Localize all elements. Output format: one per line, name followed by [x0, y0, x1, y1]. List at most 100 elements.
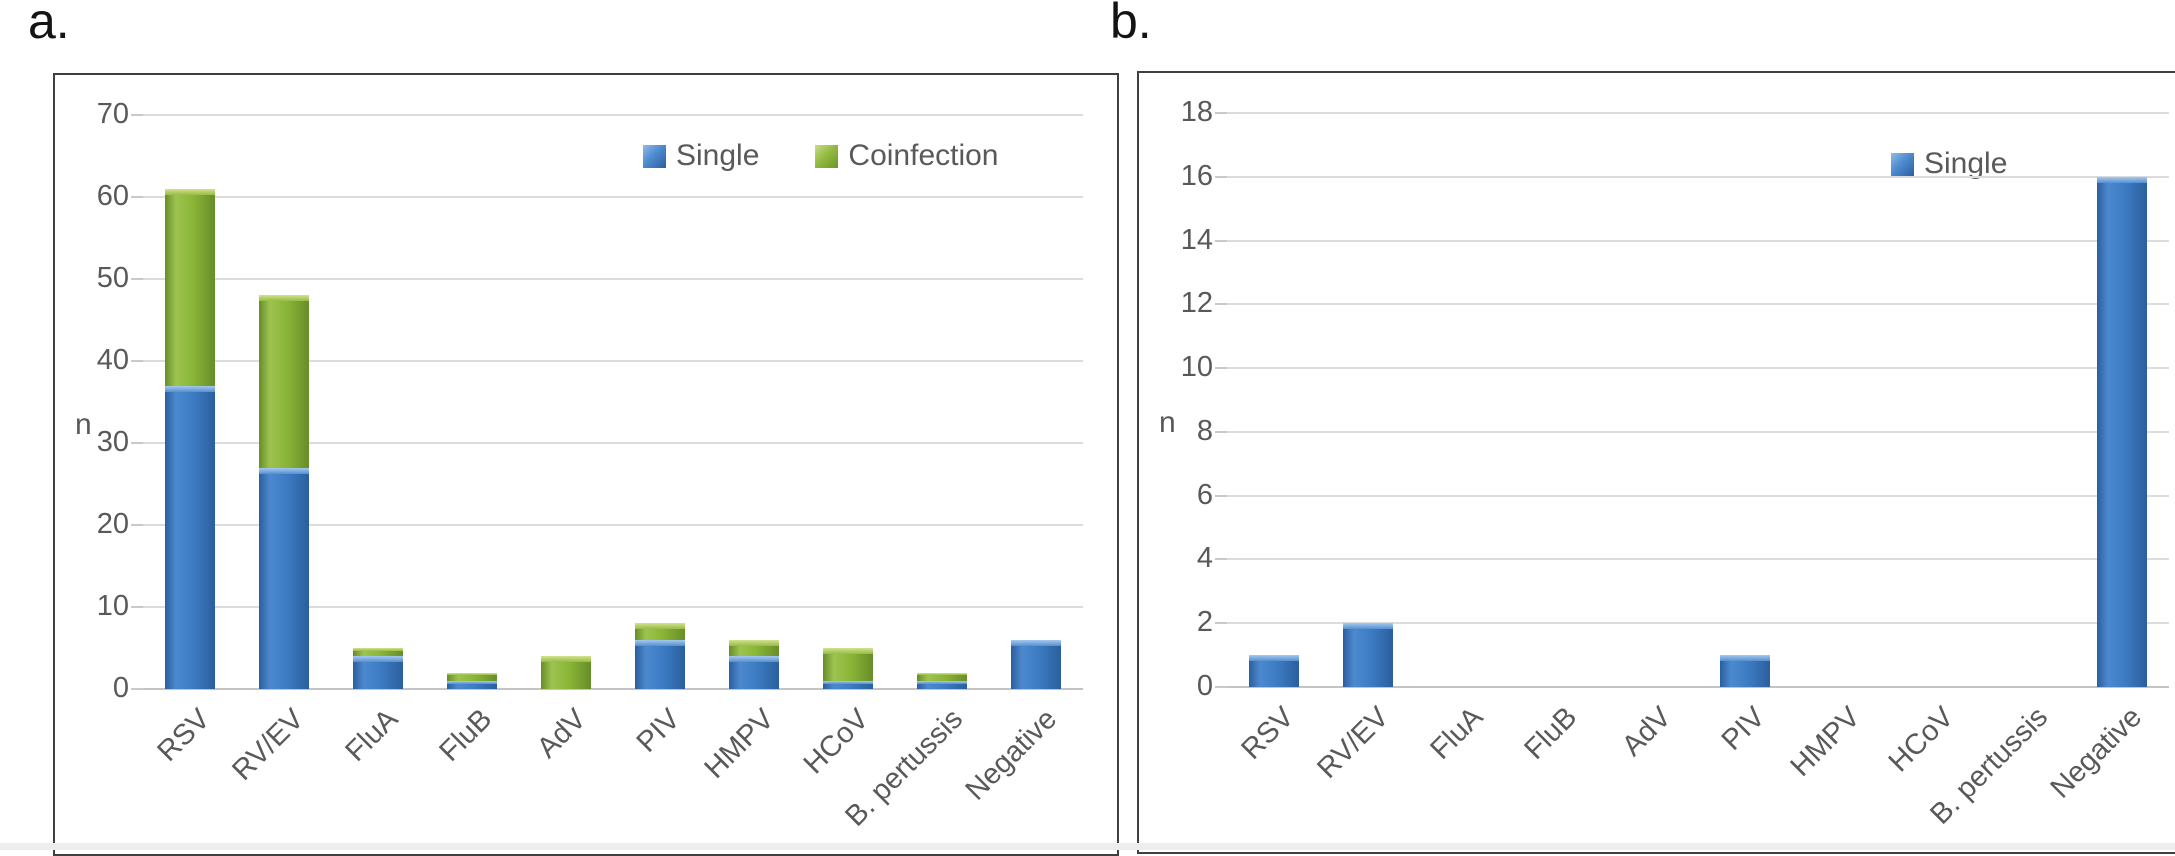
x-tick-label-text: FluA: [1424, 701, 1490, 766]
x-tick-label-text: HMPV: [1784, 701, 1866, 783]
gridline: [1227, 303, 2169, 306]
bar-bevel-highlight: [1720, 655, 1771, 662]
x-tick-label-text: HMPV: [698, 703, 781, 785]
y-tick-label: 18: [1180, 96, 1213, 128]
y-axis-title: n: [1159, 406, 1176, 439]
y-axis-tick: [131, 278, 143, 280]
bar-bevel-highlight: [917, 672, 967, 676]
legend-item-single: Single: [643, 139, 759, 173]
gridline: [1227, 494, 2169, 497]
bar-segment-single: [2096, 176, 2147, 687]
y-tick-label: 0: [1196, 670, 1213, 702]
x-tick-label-text: RV/EV: [1311, 701, 1395, 785]
bar-bevel-highlight: [447, 680, 497, 684]
bar-segment-single: [1249, 655, 1300, 687]
y-tick-label: 4: [1196, 542, 1213, 575]
bar-bevel-highlight: [635, 639, 685, 646]
bar-segment-coinfection: [353, 648, 403, 657]
bar-bevel-highlight: [729, 656, 779, 663]
y-tick-label: 2: [1196, 606, 1213, 639]
x-tick-label-text: Negative: [2044, 701, 2149, 805]
bar-bevel-highlight: [165, 188, 215, 195]
y-tick-label: 12: [1180, 287, 1213, 320]
y-axis-tick: [1215, 367, 1227, 370]
bar-bevel-highlight: [541, 656, 591, 663]
y-axis-tick: [1215, 239, 1227, 242]
bar-segment-coinfection: [259, 295, 309, 468]
gridline: [1227, 430, 2169, 433]
legend-item-single: Single: [1891, 147, 2007, 181]
x-tick-label-text: RSV: [1235, 701, 1301, 766]
y-axis-tick: [1215, 622, 1227, 625]
panel-a-label: a.: [28, 0, 70, 49]
bar-segment-single: [1720, 655, 1771, 687]
bar-bevel-highlight: [353, 648, 403, 651]
bar-segment-single: [259, 467, 309, 689]
legend: Single: [1891, 147, 2007, 181]
bar-segment-coinfection: [729, 639, 779, 657]
y-axis-tick: [131, 360, 143, 362]
x-tick-label-text: AdV: [1616, 701, 1678, 763]
bar-segment-single: [917, 680, 967, 689]
y-tick-label: 20: [96, 508, 129, 540]
y-tick-label: 10: [96, 590, 129, 622]
bar-bevel-highlight: [259, 467, 309, 474]
bar-bevel-highlight: [1249, 655, 1300, 662]
x-tick-label-text: Negative: [959, 703, 1063, 807]
legend: Single Coinfection: [643, 139, 999, 173]
x-tick-label-text: RSV: [151, 703, 217, 768]
gridline: [143, 524, 1083, 526]
gridline: [1227, 239, 2169, 242]
y-axis-tick: [1215, 175, 1227, 178]
bar-bevel-highlight: [1343, 623, 1394, 630]
y-tick-label: 6: [1196, 478, 1213, 511]
y-tick-label: 16: [1180, 159, 1213, 192]
bar-segment-single: [1011, 639, 1061, 689]
bar-segment-single: [823, 680, 873, 689]
x-tick-label-text: RV/EV: [226, 703, 311, 787]
y-tick-label: 8: [1196, 414, 1213, 447]
bar-segment-coinfection: [917, 672, 967, 681]
x-tick-label-text: PIV: [630, 703, 687, 759]
y-axis-tick: [131, 114, 143, 116]
gridline: [143, 196, 1083, 198]
y-tick-label: 14: [1180, 223, 1213, 256]
y-axis-tick: [131, 196, 143, 198]
y-axis-tick: [131, 442, 143, 444]
gridline: [143, 278, 1083, 280]
y-axis-tick: [1215, 686, 1227, 688]
y-axis-tick: [131, 524, 143, 526]
bar-segment-single: [165, 385, 215, 689]
gridline: [1227, 622, 2169, 625]
x-tick-label-text: PIV: [1716, 701, 1772, 757]
bar-bevel-highlight: [447, 672, 497, 676]
y-axis-tick: [1215, 558, 1227, 561]
bar-segment-coinfection: [165, 188, 215, 386]
x-tick-label-text: FluB: [1518, 701, 1584, 766]
image-bottom-edge: [0, 843, 2175, 850]
chart-panel-a: n Single Coinfection 0 10 20 30 40 50 60 70 RSV R…: [53, 73, 1119, 856]
bar-bevel-highlight: [917, 680, 967, 684]
gridline: [143, 360, 1083, 362]
x-tick-label-text: FluA: [339, 703, 405, 768]
gridline: [143, 606, 1083, 608]
chart-panel-b: n Single 0 2 4 6 8 10 12 14 16 18 RSV RV/EV FluA FluB…: [1137, 71, 2175, 854]
legend-label: Coinfection: [848, 139, 999, 172]
y-axis-tick: [1215, 112, 1227, 114]
gridline: [1227, 112, 2169, 114]
gridline: [143, 114, 1083, 116]
y-axis-tick: [1215, 494, 1227, 497]
bar-segment-single: [353, 656, 403, 689]
bar-bevel-highlight: [165, 385, 215, 392]
x-tick-label-text: AdV: [531, 703, 593, 765]
bar-segment-coinfection: [635, 623, 685, 640]
x-tick-label-text: HCoV: [1882, 701, 1961, 779]
bar-segment-single: [447, 680, 497, 689]
y-tick-label: 60: [96, 180, 129, 212]
legend-label: Single: [676, 139, 760, 172]
y-tick-label: 0: [112, 672, 129, 704]
y-axis-tick: [1215, 303, 1227, 306]
bar-bevel-highlight: [2096, 176, 2147, 183]
x-tick-label-text: HCoV: [797, 703, 875, 781]
